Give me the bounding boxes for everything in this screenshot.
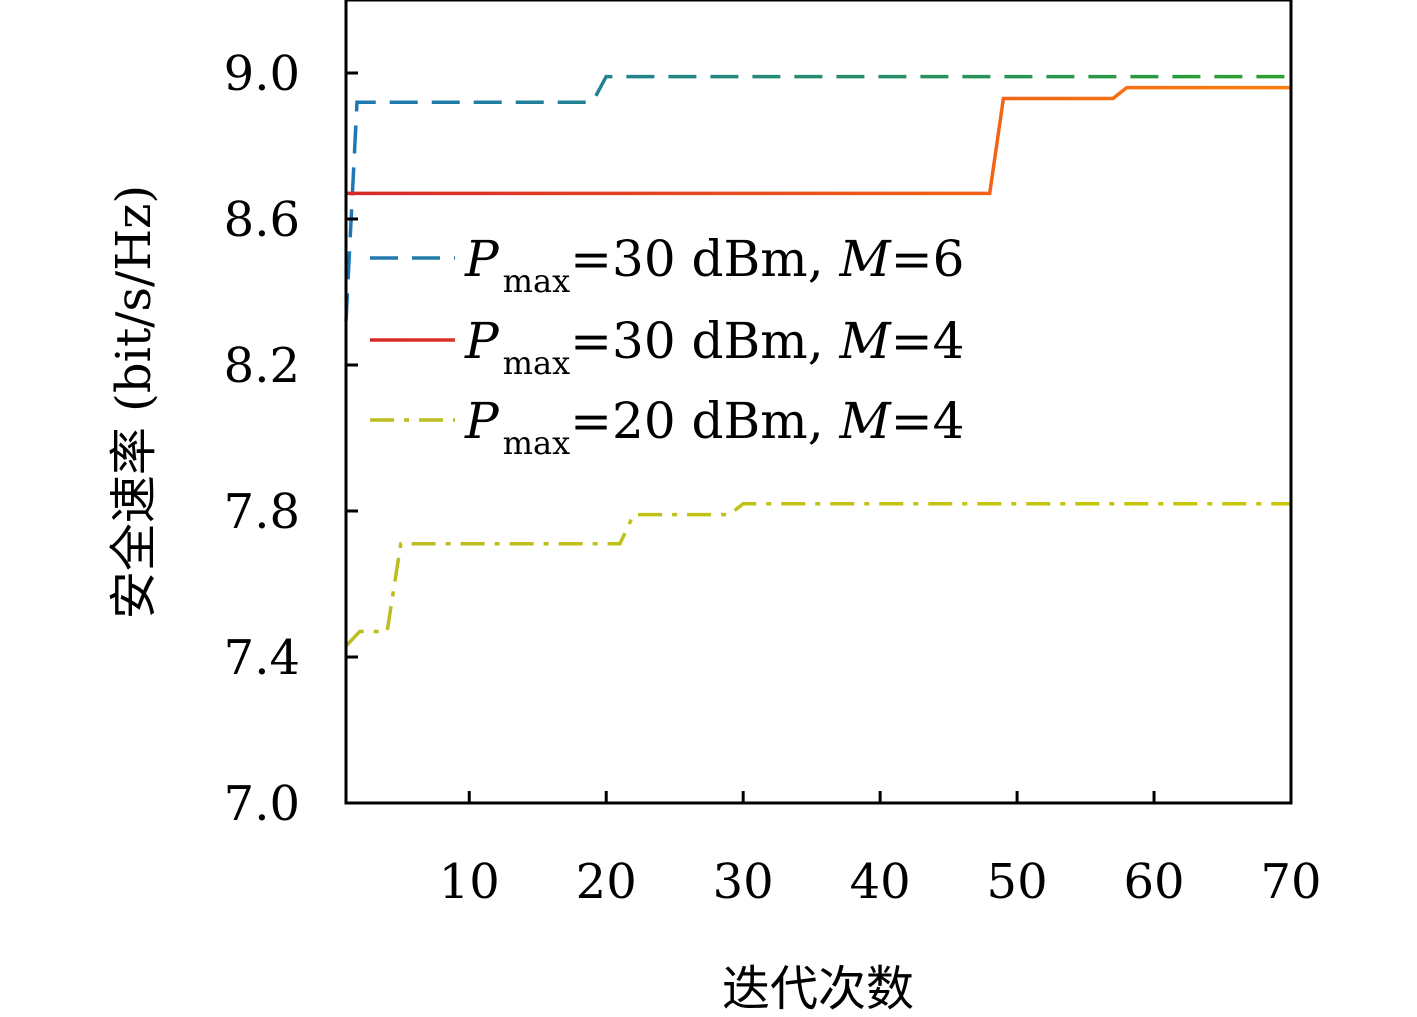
plot-frame — [344, 0, 1293, 805]
x-axis-title: 迭代次数 — [722, 961, 914, 1017]
y-tick-label: 7.8 — [224, 484, 300, 540]
x-axis: 10 20 30 40 50 60 70 — [439, 791, 1322, 910]
plot-lines — [344, 74, 1291, 648]
y-tick-label: 9.0 — [224, 46, 300, 102]
series-line-2 — [346, 85, 1291, 196]
y-axis: 7.0 7.4 7.8 8.2 8.6 9.0 — [224, 46, 358, 832]
x-tick-label: 20 — [576, 854, 637, 910]
x-tick-label: 10 — [439, 854, 500, 910]
y-tick-label: 7.0 — [224, 776, 300, 832]
x-tick-label: 40 — [850, 854, 911, 910]
y-axis-title: 安全速率 (bit/s/Hz) — [106, 185, 162, 619]
series-line-1 — [344, 74, 1291, 322]
x-tick-label: 50 — [987, 854, 1048, 910]
x-tick-label: 30 — [713, 854, 774, 910]
y-tick-label: 8.2 — [224, 338, 300, 394]
y-tick-label: 7.4 — [224, 630, 300, 686]
series-line-3 — [344, 501, 1291, 648]
x-tick-label: 60 — [1124, 854, 1185, 910]
x-tick-label: 70 — [1260, 854, 1321, 910]
y-tick-label: 8.6 — [224, 192, 300, 248]
